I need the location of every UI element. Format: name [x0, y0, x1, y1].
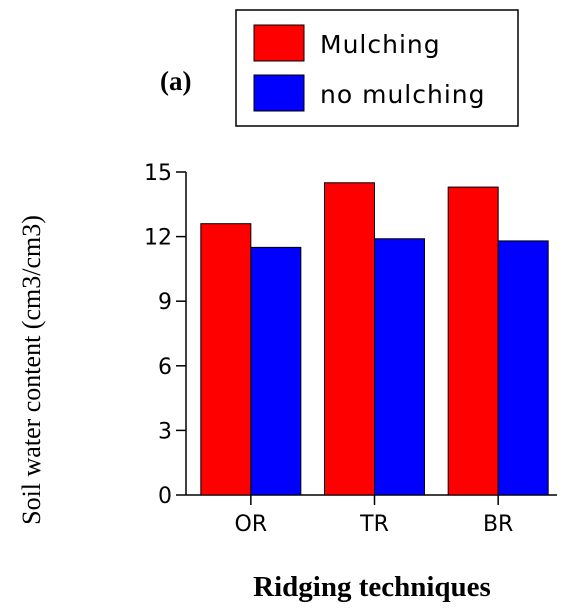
plot-area: 0 3 6 9 12 15 OR TR BR	[144, 161, 557, 537]
legend-label-mulching: Mulching	[320, 30, 441, 59]
x-axis-label: Ridging techniques	[253, 571, 491, 603]
x-tick-label: OR	[235, 512, 268, 537]
bar-mulching-or	[200, 223, 252, 496]
y-tick-label: 3	[158, 419, 172, 444]
legend-label-no-mulching: no mulching	[320, 80, 485, 109]
legend-swatch-mulching	[253, 24, 305, 62]
bar-mulching-tr	[324, 182, 375, 496]
x-tick-label: BR	[483, 512, 513, 537]
bar-no-mulching-tr	[374, 238, 425, 496]
y-tick-label: 0	[158, 484, 172, 509]
y-tick-label: 12	[144, 226, 172, 251]
bar-mulching-br	[447, 186, 499, 496]
y-tick-label: 15	[144, 161, 172, 186]
y-tick-label: 6	[158, 355, 172, 380]
bar-no-mulching-or	[250, 246, 302, 496]
panel-label: (a)	[160, 66, 191, 96]
bar-no-mulching-br	[497, 240, 549, 496]
y-tick-label: 9	[158, 290, 172, 315]
y-axis-label: Soil water content (cm3/cm3)	[17, 215, 46, 525]
legend-swatch-no-mulching	[253, 74, 305, 112]
x-tick-label: TR	[359, 512, 389, 537]
legend: Mulching no mulching	[235, 9, 519, 127]
